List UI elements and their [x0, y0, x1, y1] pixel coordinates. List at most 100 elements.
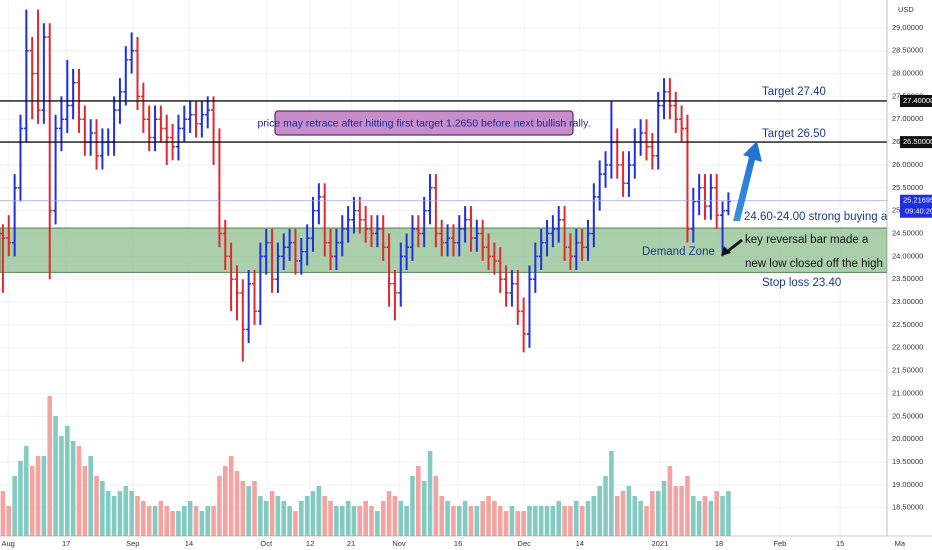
volume-bar [644, 506, 649, 536]
volume-bar [29, 466, 35, 536]
y-tick-label: 22.00000 [892, 343, 923, 352]
volume-bar [696, 501, 702, 536]
volume-bar [269, 491, 275, 536]
volume-bar [146, 506, 152, 536]
volume-bar [345, 501, 351, 536]
volume-bar [585, 501, 591, 536]
volume-bar [380, 501, 386, 536]
volume-bar [0, 491, 6, 536]
y-tick-label: 20.50000 [892, 411, 923, 420]
y-tick-label: 26.00000 [892, 160, 923, 169]
y-tick-label: 27.00000 [892, 114, 923, 123]
volume-bar [363, 501, 368, 536]
volume-bar [369, 506, 374, 536]
volume-bar [480, 501, 485, 536]
volume-bar [433, 476, 439, 536]
volume-bar [544, 506, 550, 536]
volume-bar [258, 496, 263, 536]
x-tick-label: 2021 [652, 539, 669, 548]
volume-bar [679, 486, 684, 536]
last-price-label: 25.21695 [903, 196, 932, 205]
volume-bar [620, 491, 626, 536]
price-tag-label: 27.40000 [903, 96, 932, 105]
volume-bar [211, 506, 216, 536]
price-axis [887, 0, 932, 550]
volume-bar [53, 416, 58, 536]
countdown-label: 09:40:20 [905, 207, 932, 216]
volume-bar [246, 486, 251, 536]
volume-bar [562, 506, 567, 536]
volume-bar [521, 511, 526, 536]
volume-bar [386, 491, 392, 536]
volume-bar [421, 481, 427, 536]
volume-bar [6, 506, 12, 536]
volume-bar [59, 436, 64, 536]
volume-bar [170, 511, 175, 536]
volume-bar [299, 501, 304, 536]
volume-bar [533, 506, 538, 536]
demand-zone-label: Demand Zone [642, 246, 715, 258]
volume-bar [322, 496, 328, 536]
volume-bar [252, 481, 257, 536]
volume-bar [538, 506, 544, 536]
volume-bar [416, 466, 421, 536]
y-tick-label: 23.50000 [892, 274, 923, 283]
volume-bar [573, 501, 579, 536]
volume-bar [217, 476, 222, 536]
price-tag [900, 136, 932, 149]
volume-bar [222, 466, 228, 536]
y-tick-label: 25.50000 [892, 183, 923, 192]
volume-bar [667, 466, 673, 536]
volume-bar [515, 511, 521, 536]
volume-bar [47, 396, 53, 536]
volume-bar [714, 491, 719, 536]
volume-bar [456, 506, 462, 536]
volume-bar [509, 506, 515, 536]
volume-bar [123, 486, 129, 536]
y-tick-label: 21.50000 [892, 366, 923, 375]
x-tick-label: 21 [347, 539, 355, 548]
axis-layer: 18.50000 19.00000 19.50000 20.00000 20.50000… [2, 23, 932, 548]
buying-area-label: 24.60-24.00 strong buying area [744, 211, 904, 223]
x-tick-label: Aug [2, 539, 15, 548]
volume-bar [328, 501, 333, 536]
pointer-arrow [727, 238, 743, 253]
volume-bar [357, 506, 363, 536]
volume-bar [12, 476, 17, 536]
y-tick-label: 20.00000 [892, 434, 923, 443]
volume-bar [497, 506, 503, 536]
volume-bar [82, 466, 88, 536]
volume-bar [632, 496, 638, 536]
volume-bar [685, 476, 690, 536]
x-tick-label: Nov [392, 539, 406, 548]
x-tick-label: Oct [260, 539, 273, 548]
volume-bar [503, 511, 509, 536]
volume-bar [129, 491, 134, 536]
volume-bar [404, 506, 409, 536]
volume-bar [568, 506, 573, 536]
volume-bar [486, 496, 491, 536]
volume-bar [293, 511, 298, 536]
volume-bar [158, 501, 164, 536]
x-tick-label: 15 [836, 539, 844, 548]
y-tick-label: 24.50000 [892, 228, 923, 237]
volume-bar [462, 501, 468, 536]
volume-bar [316, 486, 322, 536]
volume-bar [638, 501, 643, 536]
note-text: price may retrace after hitting first ta… [257, 117, 590, 129]
volume-bar [287, 506, 292, 536]
volume-bar [579, 506, 585, 536]
volume-bar [94, 476, 99, 536]
volume-bar [234, 471, 240, 536]
volume-bar [650, 491, 655, 536]
volume-bar [334, 506, 339, 536]
x-tick-label: Ma [895, 539, 906, 548]
y-tick-label: 28.00000 [892, 69, 923, 78]
volume-bar [88, 456, 93, 536]
volume-bar [591, 496, 597, 536]
volume-bar [240, 481, 246, 536]
price-tag [900, 94, 932, 107]
x-tick-label: 16 [454, 539, 462, 548]
volume-bar [281, 501, 287, 536]
volume-bar [427, 451, 433, 536]
